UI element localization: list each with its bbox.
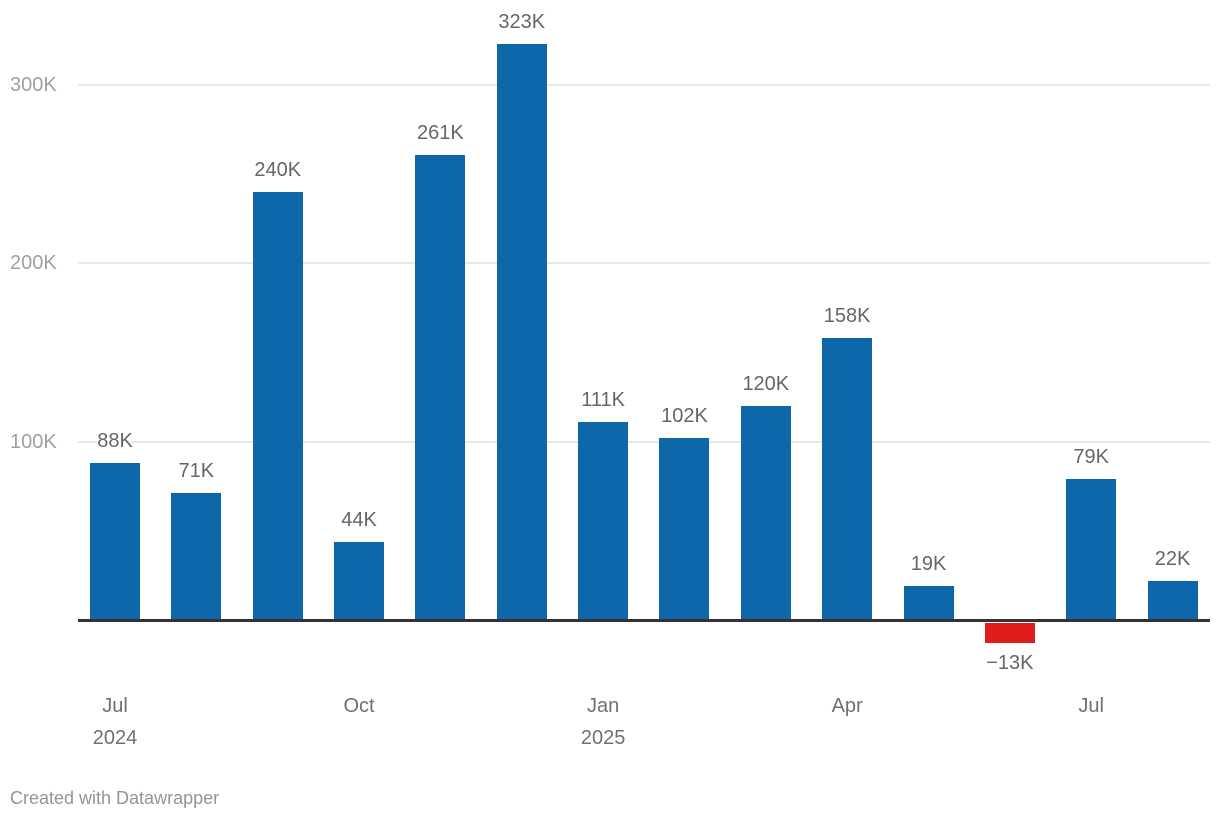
x-axis-tick-line: Oct <box>343 695 375 717</box>
x-axis-tick-label: Jul 2024 <box>35 690 195 754</box>
bar-value-label: 240K <box>254 159 302 181</box>
bar[interactable] <box>496 43 547 620</box>
bar-value-label: 323K <box>498 10 546 33</box>
x-axis-tick-line: Jul <box>1078 695 1104 717</box>
bar[interactable] <box>903 586 954 620</box>
bar-value-label: 71K <box>178 460 215 483</box>
bar[interactable] <box>415 154 466 620</box>
bar-value-label: 79K <box>1073 446 1109 469</box>
bar-value-label: 88K <box>97 430 133 453</box>
bar[interactable] <box>252 192 303 620</box>
bar-value-label: −13K <box>986 652 1034 675</box>
bar-value-label: 102K <box>661 405 708 428</box>
x-axis-tick-line: Jul <box>102 695 128 717</box>
x-axis-tick-label: Jul <box>1011 690 1171 722</box>
bar[interactable] <box>1066 479 1117 620</box>
gridline <box>78 84 1210 86</box>
x-axis-tick-line: 2024 <box>92 727 138 749</box>
bar[interactable] <box>659 438 710 620</box>
x-axis-line <box>78 619 1210 622</box>
x-axis-tick-label: Jan 2025 <box>523 690 683 754</box>
bar[interactable] <box>822 338 873 620</box>
bar[interactable] <box>578 422 629 620</box>
bar[interactable] <box>334 541 385 620</box>
bar[interactable] <box>90 463 140 620</box>
credit-line: Created with Datawrapper <box>10 788 220 808</box>
x-axis-tick-line: 2025 <box>580 727 626 749</box>
x-axis-tick-line: Apr <box>831 695 863 717</box>
y-axis-label: 100K <box>10 430 57 453</box>
x-axis-tick-line: Jan <box>586 695 620 717</box>
gridline <box>78 262 1210 265</box>
bar-value-label: 44K <box>341 508 377 531</box>
bar-value-label: 111K <box>581 389 625 412</box>
bar[interactable] <box>171 493 222 620</box>
x-axis-tick-label: Oct <box>279 690 439 722</box>
bar-value-label: 19K <box>910 553 947 576</box>
bar[interactable] <box>1147 580 1198 620</box>
gridline <box>78 440 1210 443</box>
bar-value-label: 158K <box>823 305 871 328</box>
y-axis-label: 300K <box>10 74 57 96</box>
bar-value-label: 120K <box>742 373 790 395</box>
y-axis-label: 200K <box>10 252 57 275</box>
bar-value-label: 22K <box>1154 547 1191 570</box>
bar[interactable] <box>740 406 791 620</box>
bar-value-label: 261K <box>417 121 464 144</box>
x-axis-tick-label: Apr <box>767 690 927 722</box>
bar[interactable] <box>984 623 1035 644</box>
